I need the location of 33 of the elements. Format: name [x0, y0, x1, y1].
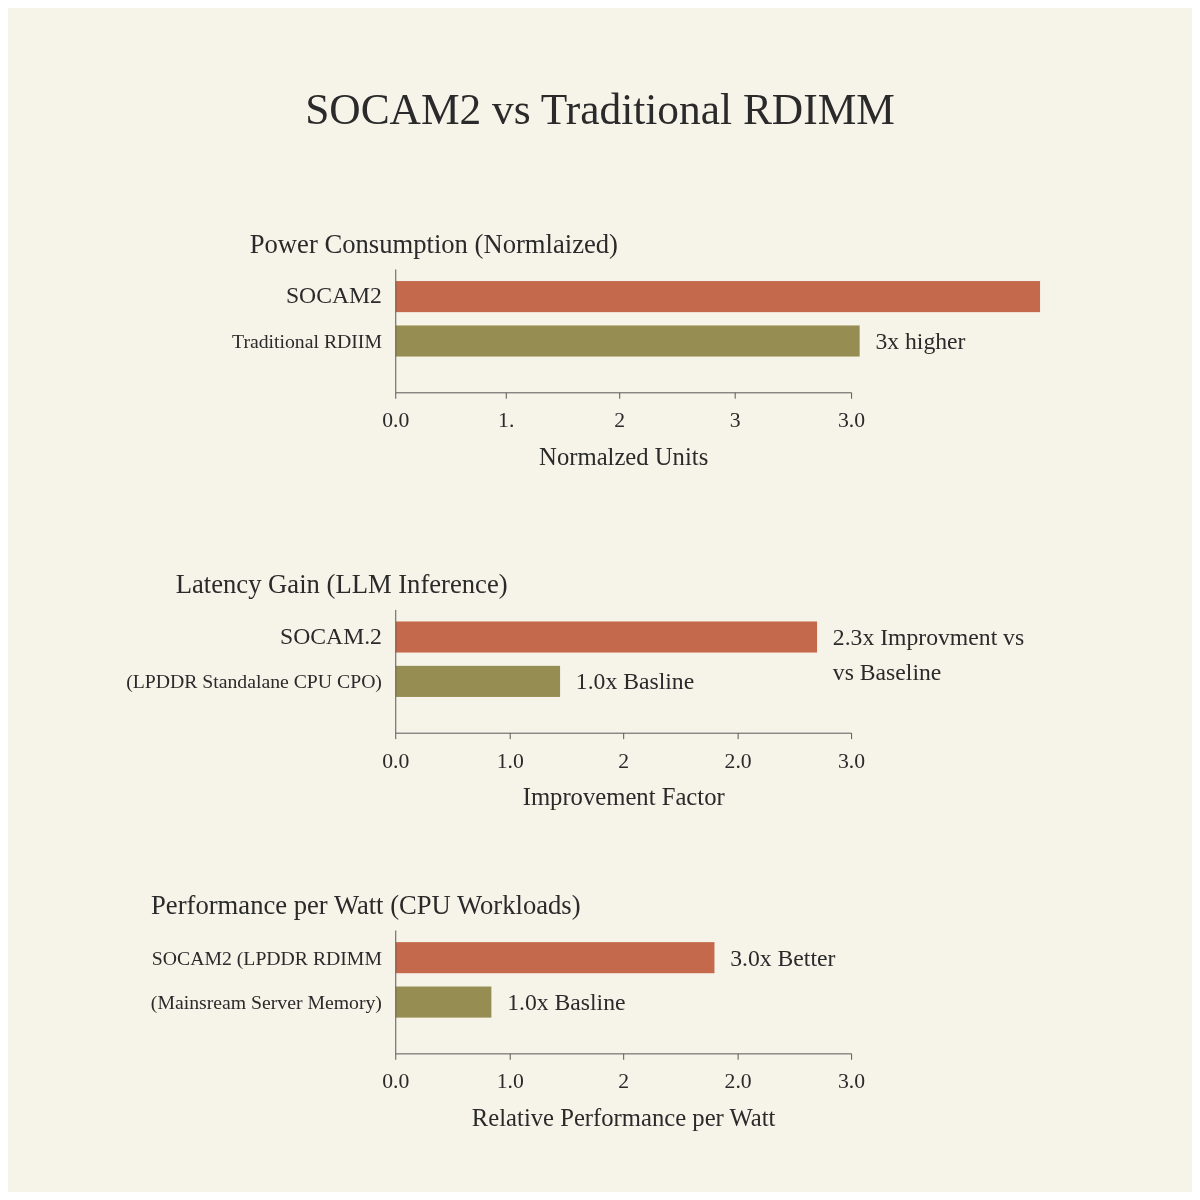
- y-tick-label: (LPDDR Standalane CPU CPO): [126, 670, 382, 694]
- chart-title: Latency Gain (LLM Inference): [175, 569, 508, 600]
- text: 3.0: [838, 408, 866, 433]
- text: 1.: [498, 408, 515, 433]
- text: 0.0: [382, 1069, 410, 1094]
- y-tick-label: (Mainsream Server Memory): [150, 990, 382, 1014]
- text: 2: [614, 408, 626, 433]
- x-axis-title: Relative Performance per Watt: [471, 1103, 776, 1131]
- text: 0.0: [382, 408, 410, 433]
- y-tick-label: Traditional RDIIM: [232, 329, 382, 352]
- text: 1.0: [496, 748, 524, 773]
- x-axis-title: Normalzed Units: [539, 442, 709, 470]
- y-tick-label: SOCAM2: [285, 282, 382, 309]
- chart-title: SOCAM2 vs Traditional RDIMM: [305, 85, 895, 134]
- annotation: 1.0x Basline: [507, 988, 626, 1015]
- chart-subtitle: Power Consumption (Normlaized): [249, 228, 618, 259]
- text: 2.3x Improvment vs vs Baseline: [832, 623, 1025, 686]
- annotation: 3x higher: [875, 327, 966, 354]
- text: 3: [729, 408, 741, 433]
- text: 2.0: [724, 748, 752, 773]
- y-tick-label: SOCAM2 (LPDDR RDIMM: [151, 946, 382, 970]
- text: 2.0: [724, 1069, 752, 1094]
- text: 3.0: [838, 748, 866, 773]
- text: 3.0x Better: [730, 944, 836, 971]
- text: 2: [618, 748, 630, 773]
- annotation: 1.0x Basline: [575, 668, 695, 695]
- y-tick-label: SOCAM.2: [279, 622, 382, 649]
- text: 1.0: [496, 1069, 524, 1094]
- text: 0.0: [382, 748, 410, 773]
- text: 3.0: [838, 1069, 866, 1094]
- text: 2: [618, 1069, 630, 1094]
- chart-title: Performance per Watt (CPU Workloads): [151, 889, 581, 920]
- x-axis-title: Improvement Factor: [522, 783, 725, 811]
